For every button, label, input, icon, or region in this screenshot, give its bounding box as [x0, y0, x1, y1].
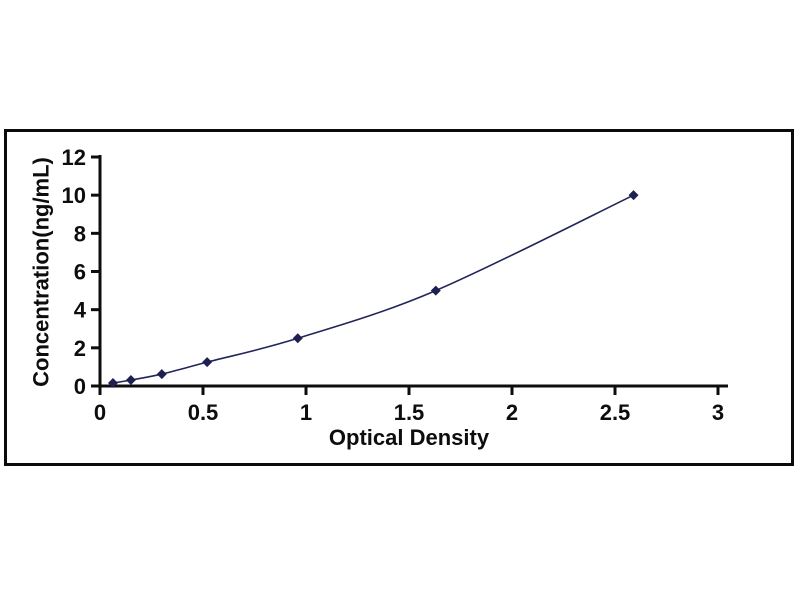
x-tick-label: 0.5	[188, 400, 219, 425]
data-point-marker	[156, 369, 167, 380]
y-tick-label: 4	[74, 298, 87, 323]
y-axis-title: Concentration(ng/mL)	[29, 157, 54, 387]
series-line	[112, 194, 634, 384]
y-tick-label: 10	[62, 183, 86, 208]
x-tick-label: 2	[506, 400, 518, 425]
plot-layer: 0 0.5 1 1.5 2 2.5 3 0 2 4 6 8 10 12	[62, 145, 728, 425]
data-point-marker	[125, 375, 136, 386]
x-tick-label: 0	[94, 400, 106, 425]
x-axis-title: Optical Density	[329, 425, 490, 450]
y-tick-label: 6	[74, 260, 86, 285]
y-tick-label: 2	[74, 336, 86, 361]
data-point-marker	[292, 333, 303, 344]
data-point-marker	[202, 357, 213, 368]
x-tick-label: 1	[300, 400, 312, 425]
standard-curve-figure: 0 0.5 1 1.5 2 2.5 3 0 2 4 6 8 10 12 Optical Density C…	[4, 129, 794, 466]
x-tick-label: 3	[712, 400, 724, 425]
x-tick-label: 2.5	[600, 400, 631, 425]
y-tick-label: 0	[74, 374, 86, 399]
data-point-marker	[628, 190, 639, 201]
data-point-marker	[430, 285, 441, 296]
standard-curve-chart: 0 0.5 1 1.5 2 2.5 3 0 2 4 6 8 10 12 Optical Density C…	[29, 145, 728, 450]
data-point-marker	[107, 378, 118, 389]
y-tick-label: 8	[74, 221, 86, 246]
y-tick-label: 12	[62, 145, 86, 170]
x-tick-label: 1.5	[394, 400, 425, 425]
